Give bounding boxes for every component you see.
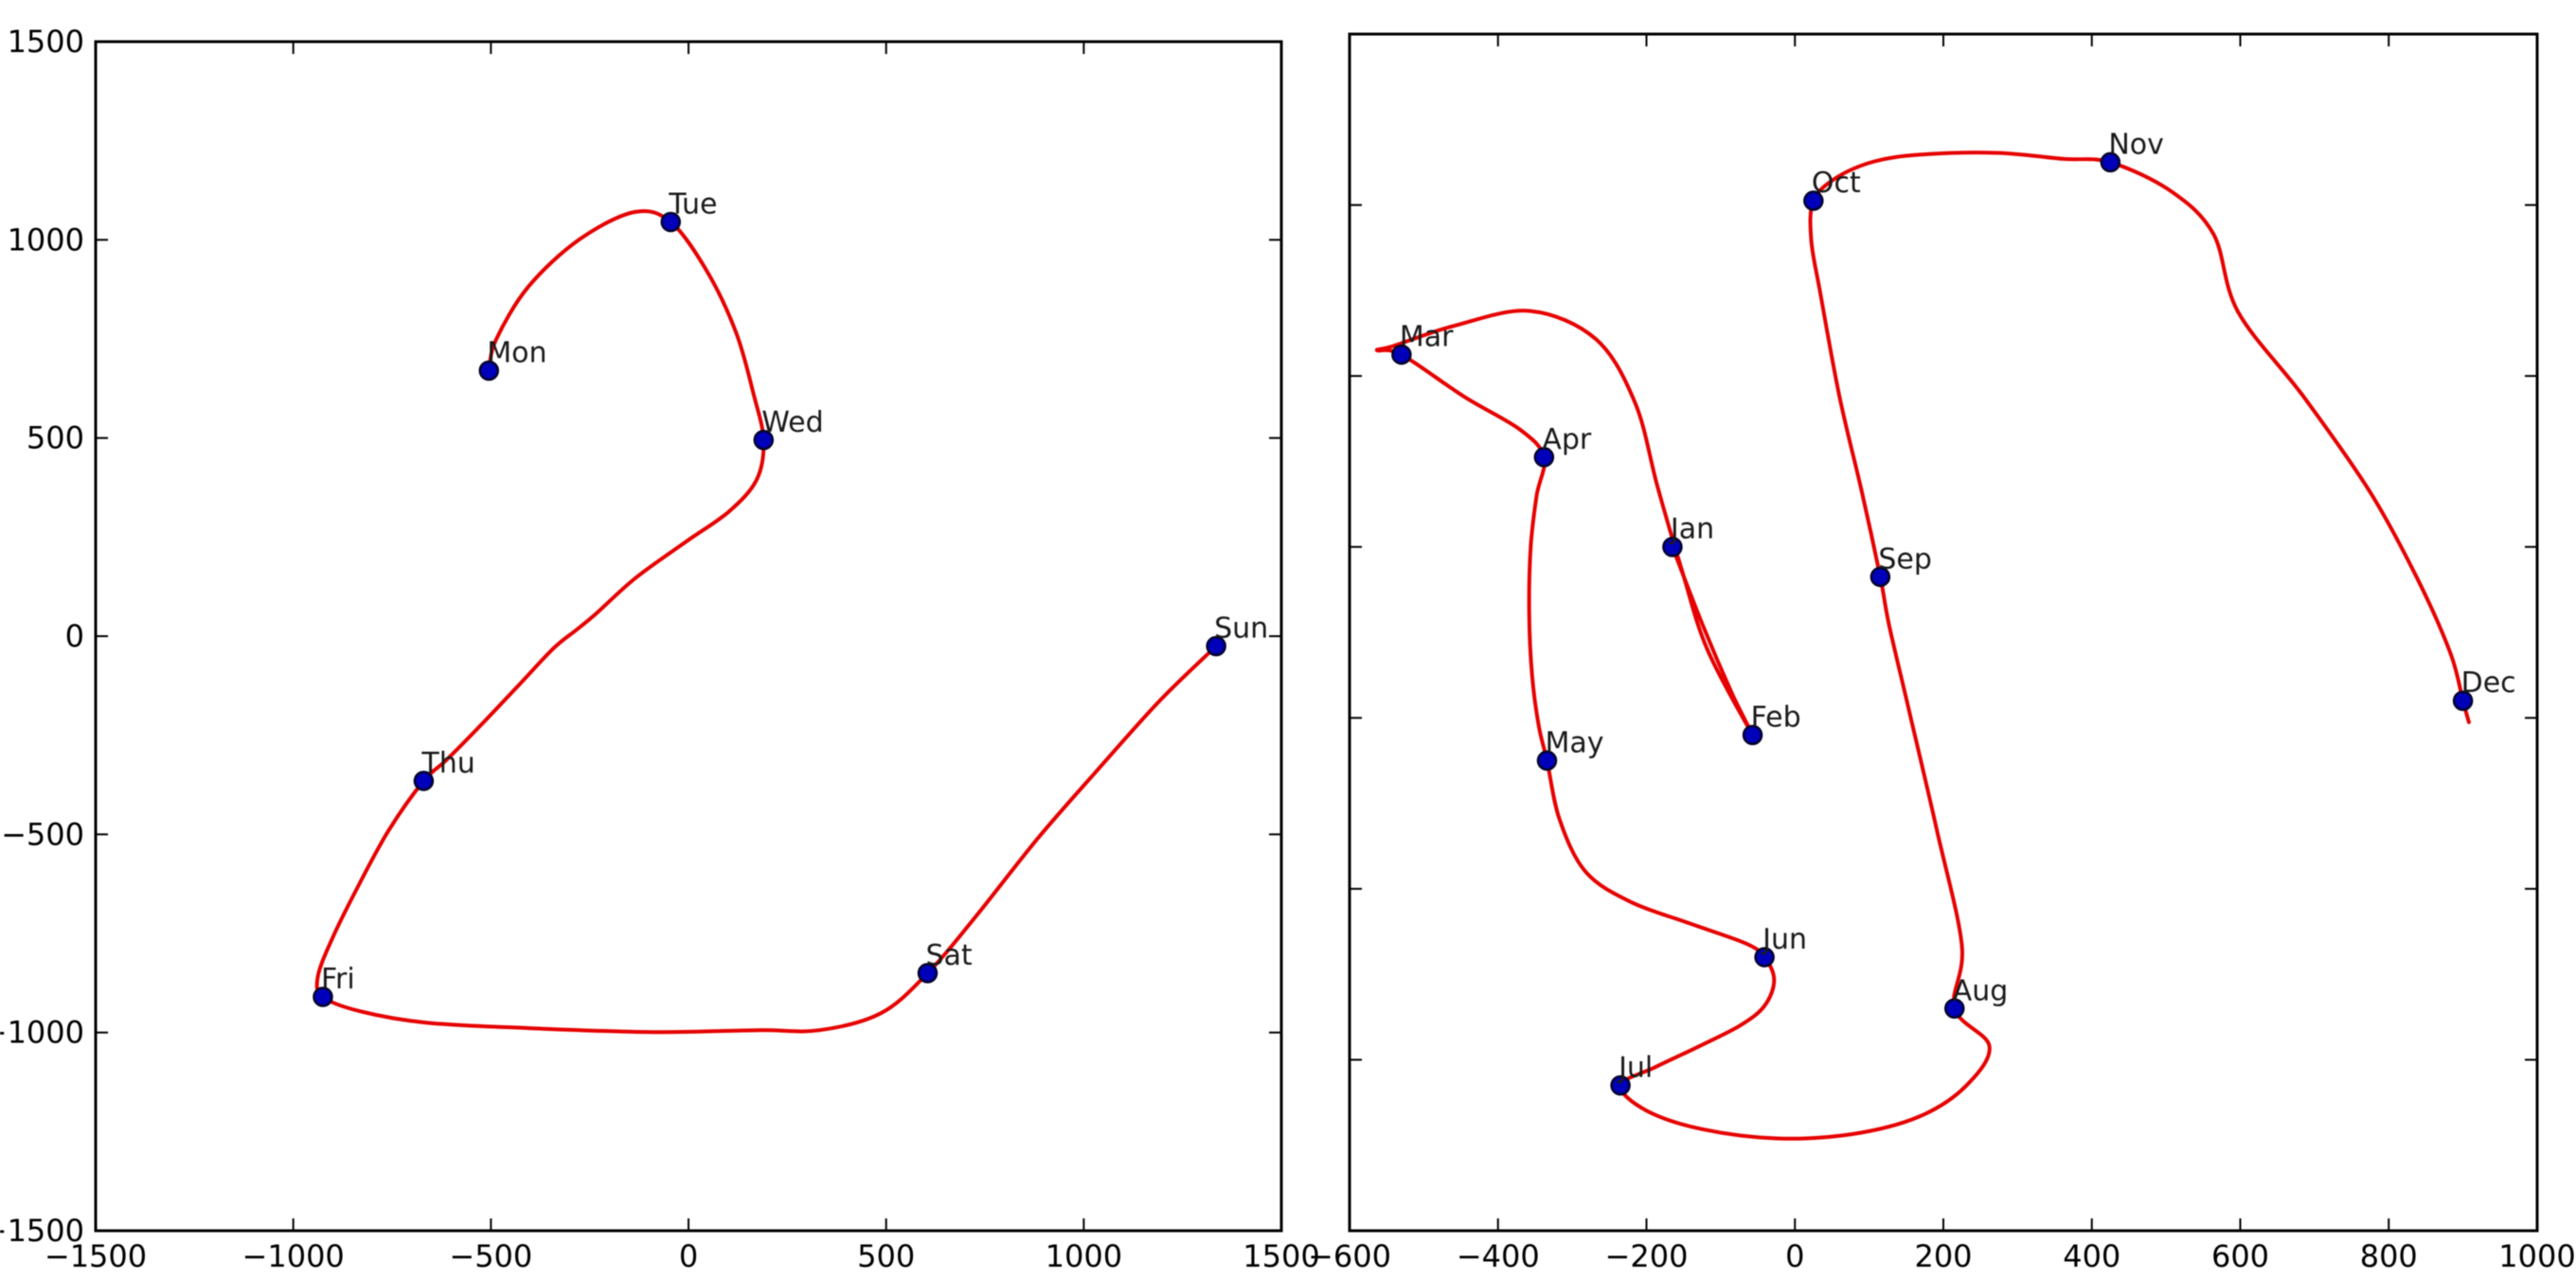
data-point-marker (1610, 1075, 1631, 1096)
x-tick-label: 800 (2360, 1238, 2418, 1274)
data-point-label: Feb (1751, 701, 1801, 734)
data-point-marker (753, 430, 775, 451)
data-point-label: Mar (1400, 321, 1454, 354)
data-point-marker (1803, 190, 1824, 211)
x-tick-label: −1000 (242, 1238, 345, 1274)
x-tick-label: 0 (679, 1238, 698, 1274)
data-point-label: May (1545, 726, 1603, 759)
data-point-marker (1533, 447, 1555, 468)
data-point-label: Thu (420, 747, 474, 780)
data-point-label: Tue (668, 187, 717, 221)
data-point-marker (2452, 690, 2474, 711)
month-trajectory-chart: −600 −400 −200 0 200 400 600 800 1000 Jan Feb Mar Ap… (1308, 32, 2576, 1274)
x-tick-label: 0 (1785, 1238, 1804, 1274)
data-point-marker (1754, 947, 1775, 968)
data-point-label: Oct (1812, 167, 1861, 200)
y-tick-label: 0 (65, 618, 84, 654)
data-point-label: Apr (1542, 423, 1592, 456)
data-point-label: Sep (1878, 542, 1932, 576)
y-tick-label: −500 (1, 816, 84, 852)
trajectory-curve (1374, 151, 2471, 1141)
data-point-marker (1391, 344, 1412, 365)
x-tick-label: 400 (2063, 1238, 2120, 1274)
data-point-label: Wed (761, 406, 823, 439)
data-point-marker (1742, 724, 1763, 746)
trajectory-curve (314, 208, 1219, 1035)
data-point-label: Sat (925, 939, 972, 972)
data-point-marker (1662, 536, 1683, 558)
data-point-label: Aug (1953, 974, 2009, 1007)
x-tick-label: 200 (1914, 1238, 1972, 1274)
x-tick-label: −500 (449, 1238, 532, 1274)
data-point-label: Mon (487, 336, 546, 369)
y-tick-label: 1000 (8, 222, 84, 258)
y-tick-label: −1500 (0, 1213, 84, 1249)
weekday-trajectory-chart: −1500 −1000 −500 0 500 1000 1500 −1500 −1000 −500… (0, 24, 1320, 1274)
data-point-label: Sun (1214, 612, 1268, 645)
data-point-marker (917, 963, 939, 984)
y-tick-label: −1000 (0, 1015, 84, 1051)
data-point-marker (313, 986, 333, 1007)
x-tick-label: −600 (1308, 1238, 1391, 1274)
data-point-label: Jun (1761, 923, 1807, 956)
x-tick-label: 1500 (1243, 1238, 1319, 1274)
data-point-label: Jul (1617, 1052, 1653, 1085)
x-tick-label: 1000 (2498, 1238, 2575, 1274)
data-point-label: Dec (2461, 666, 2516, 700)
data-point-marker (660, 211, 681, 233)
x-tick-label: 1000 (1046, 1238, 1122, 1274)
data-point-label: Nov (2108, 128, 2164, 161)
x-tick-label: −200 (1605, 1238, 1689, 1274)
data-point-marker (1206, 635, 1226, 657)
data-point-marker (2100, 151, 2121, 173)
x-tick-label: 600 (2211, 1238, 2269, 1274)
y-tick-label: 500 (27, 420, 84, 456)
data-point-label: Jan (1669, 513, 1714, 546)
x-tick-label: −1500 (45, 1238, 147, 1274)
x-tick-label: −400 (1457, 1238, 1540, 1274)
data-point-marker (478, 360, 499, 382)
data-point-marker (1944, 998, 1965, 1020)
y-tick-label: 1500 (8, 24, 84, 60)
data-point-marker (1536, 750, 1558, 772)
x-tick-label: 500 (857, 1238, 915, 1274)
data-point-marker (1869, 566, 1891, 588)
data-point-label: Fri (321, 963, 355, 996)
data-point-marker (413, 771, 435, 791)
